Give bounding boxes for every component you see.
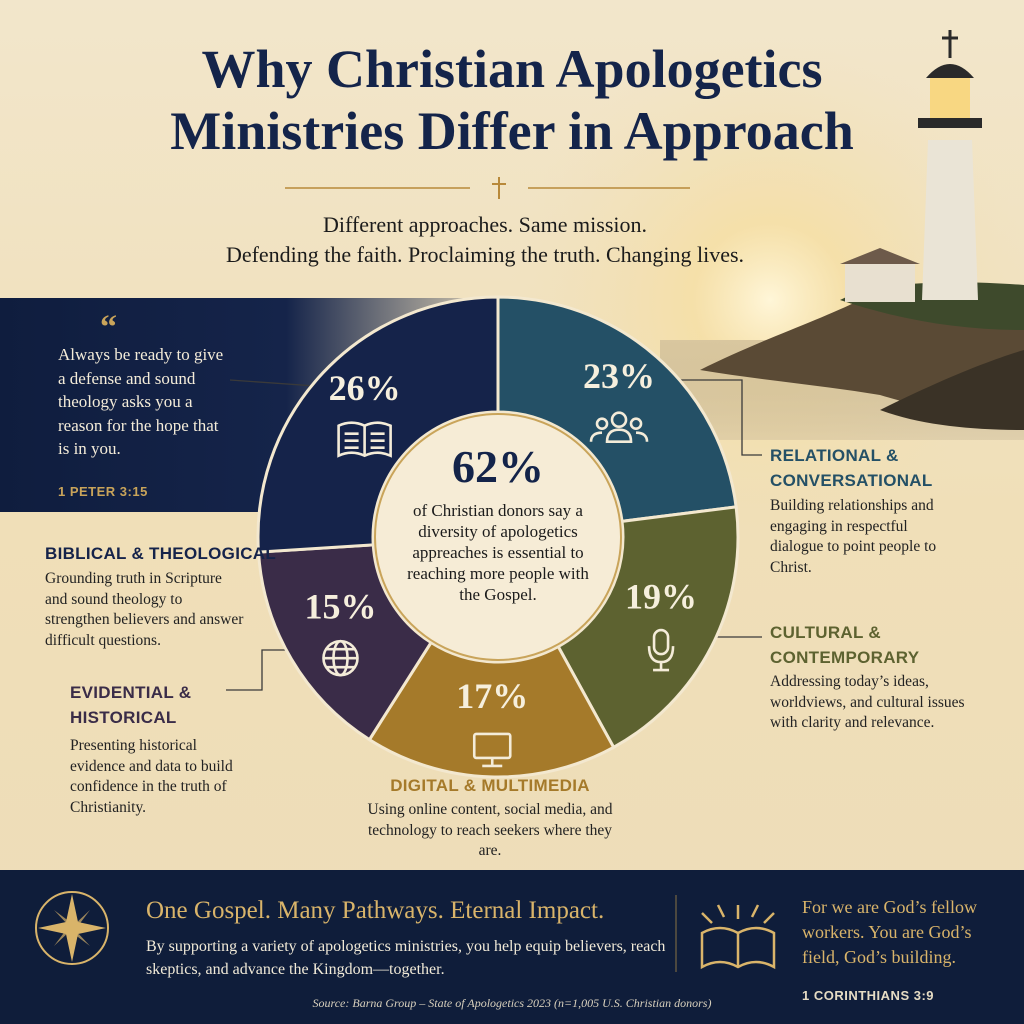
- center-text: of Christian donors say a diversity of a…: [407, 501, 589, 604]
- category-description: Presenting historical evidence and data …: [70, 737, 233, 816]
- donut-slice: [256, 295, 500, 554]
- donut-slice: [367, 640, 616, 779]
- donut-center: [374, 413, 622, 661]
- category-icon: [337, 421, 392, 458]
- category-description: Using online content, social media, and …: [367, 801, 613, 859]
- value-label: 17%: [456, 676, 528, 716]
- title-line: Ministries Differ in Approach: [170, 101, 854, 161]
- category-icon: [322, 639, 359, 677]
- footer-verse: For we are God’s fellow workers. You are…: [802, 897, 977, 967]
- quote-reference: 1 PETER 3:15: [58, 484, 148, 499]
- footer-heading: One Gospel. Many Pathways. Eternal Impac…: [146, 897, 605, 924]
- category-label: EVIDENTIAL & HISTORICAL: [70, 683, 192, 727]
- donut-slice: [496, 295, 738, 524]
- category-icon: [589, 411, 649, 444]
- category-label: BIBLICAL & THEOLOGICAL: [45, 544, 277, 563]
- donut-slice: [556, 505, 740, 750]
- subtitle: Different approaches. Same mission. Defe…: [0, 210, 970, 270]
- center-stat: 62%: [452, 441, 544, 492]
- donut-chart: 23% 19% 17% 15% 26%: [256, 295, 740, 779]
- category-description: Building relationships and engaging in r…: [770, 497, 937, 576]
- footer-body: By supporting a variety of apologetics m…: [146, 938, 666, 978]
- category-description: Addressing today’s ideas, worldviews, an…: [770, 673, 965, 731]
- value-label: 15%: [304, 586, 376, 626]
- title: Why Christian Apologetics Ministries Dif…: [0, 38, 1024, 162]
- value-label: 23%: [583, 356, 655, 396]
- quote: Always be ready to give a defense and so…: [58, 345, 224, 458]
- source: Source: Barna Group – State of Apologeti…: [312, 996, 712, 1010]
- category-label: CULTURAL & CONTEMPORARY: [770, 623, 920, 667]
- title-line: Why Christian Apologetics: [201, 39, 823, 99]
- category-label: RELATIONAL & CONVERSATIONAL: [770, 446, 933, 490]
- category-icon: [647, 628, 675, 672]
- value-label: 19%: [625, 576, 697, 616]
- category-label: DIGITAL & MULTIMEDIA: [390, 776, 590, 795]
- value-label: 26%: [329, 368, 401, 408]
- svg-text:“: “: [100, 309, 117, 346]
- category-description: Grounding truth in Scripture and sound t…: [45, 570, 244, 649]
- subtitle-line: Different approaches. Same mission.: [322, 212, 647, 237]
- icons: [322, 411, 675, 768]
- subtitle-line: Defending the faith. Proclaiming the tru…: [225, 242, 745, 267]
- category-icon: [472, 732, 512, 768]
- footer-verse-reference: 1 CORINTHIANS 3:9: [802, 988, 935, 1003]
